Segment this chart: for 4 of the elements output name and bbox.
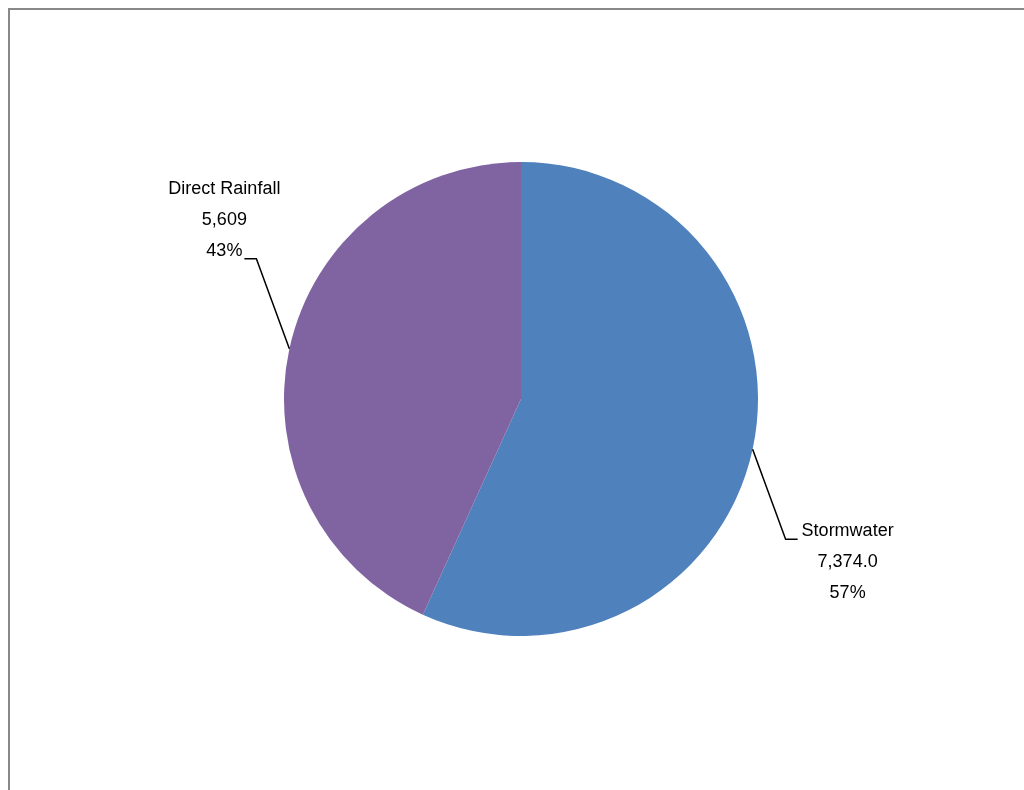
data-label: 5,609 43% xyxy=(201,208,247,260)
data-label: 7,374.0 57% xyxy=(817,551,878,603)
slice-label: Stormwater xyxy=(801,520,894,541)
slice-label: Direct Rainfall xyxy=(168,177,281,198)
